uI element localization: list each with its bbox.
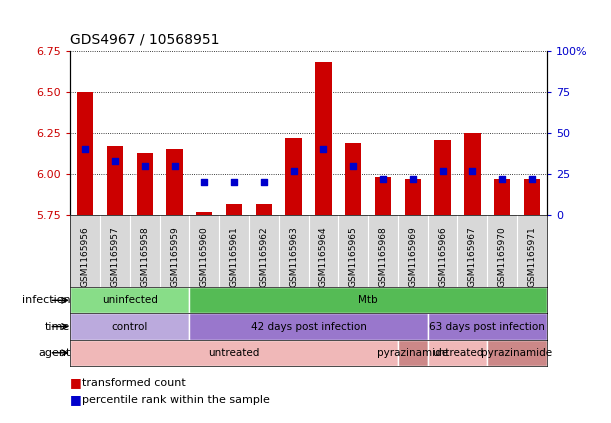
Point: [289, 168, 299, 174]
Bar: [315, 62, 332, 215]
Point: [80, 146, 90, 153]
Text: GSM1165964: GSM1165964: [319, 226, 328, 287]
Text: 63 days post infection: 63 days post infection: [430, 321, 545, 332]
Text: ■: ■: [70, 376, 82, 389]
Bar: [70, 287, 189, 313]
Text: untreated: untreated: [432, 348, 483, 358]
Text: ■: ■: [70, 393, 82, 406]
Bar: [428, 313, 547, 340]
Bar: [255, 204, 272, 215]
Bar: [488, 340, 547, 366]
Bar: [189, 313, 428, 340]
Bar: [404, 179, 421, 215]
Text: GSM1165966: GSM1165966: [438, 226, 447, 287]
Text: GSM1165969: GSM1165969: [408, 226, 417, 287]
Text: uninfected: uninfected: [102, 295, 158, 305]
Point: [497, 176, 507, 182]
Bar: [375, 178, 391, 215]
Bar: [464, 133, 481, 215]
Text: GSM1165956: GSM1165956: [81, 226, 90, 287]
Text: GDS4967 / 10568951: GDS4967 / 10568951: [70, 33, 220, 47]
Bar: [70, 313, 189, 340]
Text: GSM1165965: GSM1165965: [349, 226, 357, 287]
Point: [259, 179, 269, 186]
Point: [110, 158, 120, 165]
Text: GSM1165971: GSM1165971: [527, 226, 536, 287]
Text: GSM1165959: GSM1165959: [170, 226, 179, 287]
Bar: [428, 340, 488, 366]
Text: GSM1165963: GSM1165963: [289, 226, 298, 287]
Bar: [345, 143, 362, 215]
Text: pyrazinamide: pyrazinamide: [377, 348, 448, 358]
Bar: [77, 92, 93, 215]
Text: control: control: [112, 321, 148, 332]
Text: GSM1165961: GSM1165961: [230, 226, 238, 287]
Point: [229, 179, 239, 186]
Point: [437, 168, 447, 174]
Bar: [285, 138, 302, 215]
Text: GSM1165968: GSM1165968: [379, 226, 387, 287]
Text: GSM1165958: GSM1165958: [141, 226, 149, 287]
Point: [408, 176, 418, 182]
Text: GSM1165962: GSM1165962: [260, 226, 268, 287]
Bar: [524, 179, 540, 215]
Bar: [494, 179, 510, 215]
Point: [199, 179, 209, 186]
Bar: [226, 204, 243, 215]
Text: infection: infection: [21, 295, 70, 305]
Bar: [166, 149, 183, 215]
Text: untreated: untreated: [208, 348, 260, 358]
Bar: [107, 146, 123, 215]
Point: [378, 176, 388, 182]
Text: time: time: [45, 321, 70, 332]
Text: Mtb: Mtb: [358, 295, 378, 305]
Bar: [70, 340, 398, 366]
Bar: [196, 212, 213, 215]
Point: [348, 162, 358, 169]
Bar: [136, 153, 153, 215]
Text: transformed count: transformed count: [82, 378, 186, 388]
Text: agent: agent: [38, 348, 70, 358]
Text: percentile rank within the sample: percentile rank within the sample: [82, 395, 270, 405]
Text: GSM1165970: GSM1165970: [498, 226, 507, 287]
Bar: [189, 287, 547, 313]
Text: GSM1165960: GSM1165960: [200, 226, 209, 287]
Point: [170, 162, 180, 169]
Point: [318, 146, 328, 153]
Point: [527, 176, 537, 182]
Text: GSM1165957: GSM1165957: [111, 226, 119, 287]
Point: [140, 162, 150, 169]
Point: [467, 168, 477, 174]
Text: pyrazinamide: pyrazinamide: [481, 348, 552, 358]
Text: 42 days post infection: 42 days post infection: [251, 321, 367, 332]
Text: GSM1165967: GSM1165967: [468, 226, 477, 287]
Bar: [434, 140, 451, 215]
Bar: [398, 340, 428, 366]
